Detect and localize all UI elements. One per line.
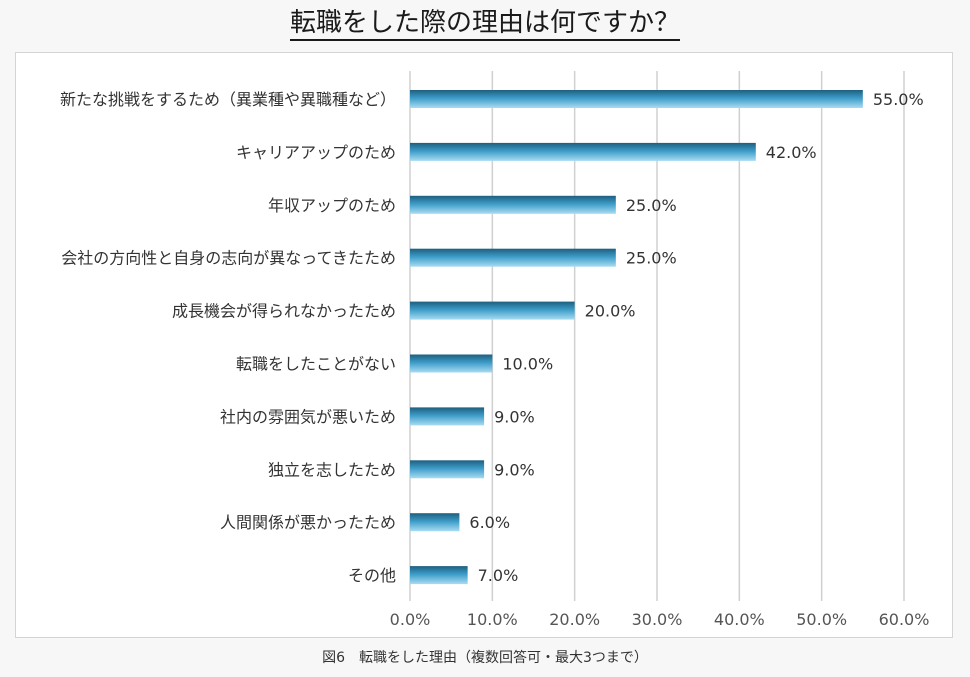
bar-6 [410, 407, 485, 426]
category-label: 年収アップのため [268, 196, 396, 215]
bar-3 [410, 248, 616, 267]
category-label: 社内の雰囲気が悪いため [220, 407, 396, 426]
value-label: 42.0% [766, 143, 817, 162]
value-label: 25.0% [626, 196, 677, 215]
x-tick-label: 10.0% [467, 610, 518, 629]
category-label: 独立を志したため [268, 460, 396, 479]
value-label: 7.0% [478, 566, 519, 585]
chart-frame: 0.0% 10.0% 20.0% 30.0% 40.0% 50.0% 60.0% 新たな挑戦を… [15, 52, 953, 638]
bar-4 [410, 301, 575, 320]
bar-0 [410, 90, 863, 108]
x-tick-label: 0.0% [390, 610, 431, 629]
bar-1 [410, 142, 756, 161]
figure-caption: 図6 転職をした理由（複数回答可・最大3つまで） [322, 650, 648, 666]
page-title-text: 転職をした際の理由は何ですか？ [289, 8, 680, 41]
value-label: 9.0% [494, 460, 535, 479]
bar-chart: 0.0% 10.0% 20.0% 30.0% 40.0% 50.0% 60.0% 新たな挑戦を… [60, 71, 929, 629]
bar-5 [410, 354, 493, 373]
value-label: 10.0% [502, 355, 553, 374]
x-tick-label: 20.0% [549, 610, 600, 629]
value-label: 55.0% [873, 90, 924, 109]
bar-2 [410, 195, 616, 214]
x-tick-label: 60.0% [879, 610, 930, 629]
category-label: 転職をしたことがない [236, 355, 396, 374]
category-label: 成長機会が得られなかったため [172, 302, 396, 321]
bar-9 [410, 566, 468, 585]
category-label: 新たな挑戦をするため（異業種や異職種など） [60, 90, 396, 109]
category-label: 人間関係が悪かったため [220, 513, 396, 532]
value-label: 6.0% [469, 513, 510, 532]
bars [410, 90, 863, 585]
value-label: 9.0% [494, 407, 535, 426]
x-tick-label: 30.0% [632, 610, 683, 629]
x-tick-label: 40.0% [714, 610, 765, 629]
category-label: 会社の方向性と自身の志向が異なってきたため [61, 249, 396, 268]
category-label: キャリアアップのため [236, 143, 396, 162]
x-tick-label: 50.0% [796, 610, 847, 629]
bar-7 [410, 460, 485, 479]
labels: 0.0% 10.0% 20.0% 30.0% 40.0% 50.0% 60.0% 新たな挑戦を… [60, 90, 929, 629]
page-title: 転職をした際の理由は何ですか？ [0, 6, 970, 41]
value-label: 20.0% [585, 302, 636, 321]
bar-8 [410, 513, 460, 532]
value-label: 25.0% [626, 249, 677, 268]
category-label: その他 [348, 566, 396, 585]
